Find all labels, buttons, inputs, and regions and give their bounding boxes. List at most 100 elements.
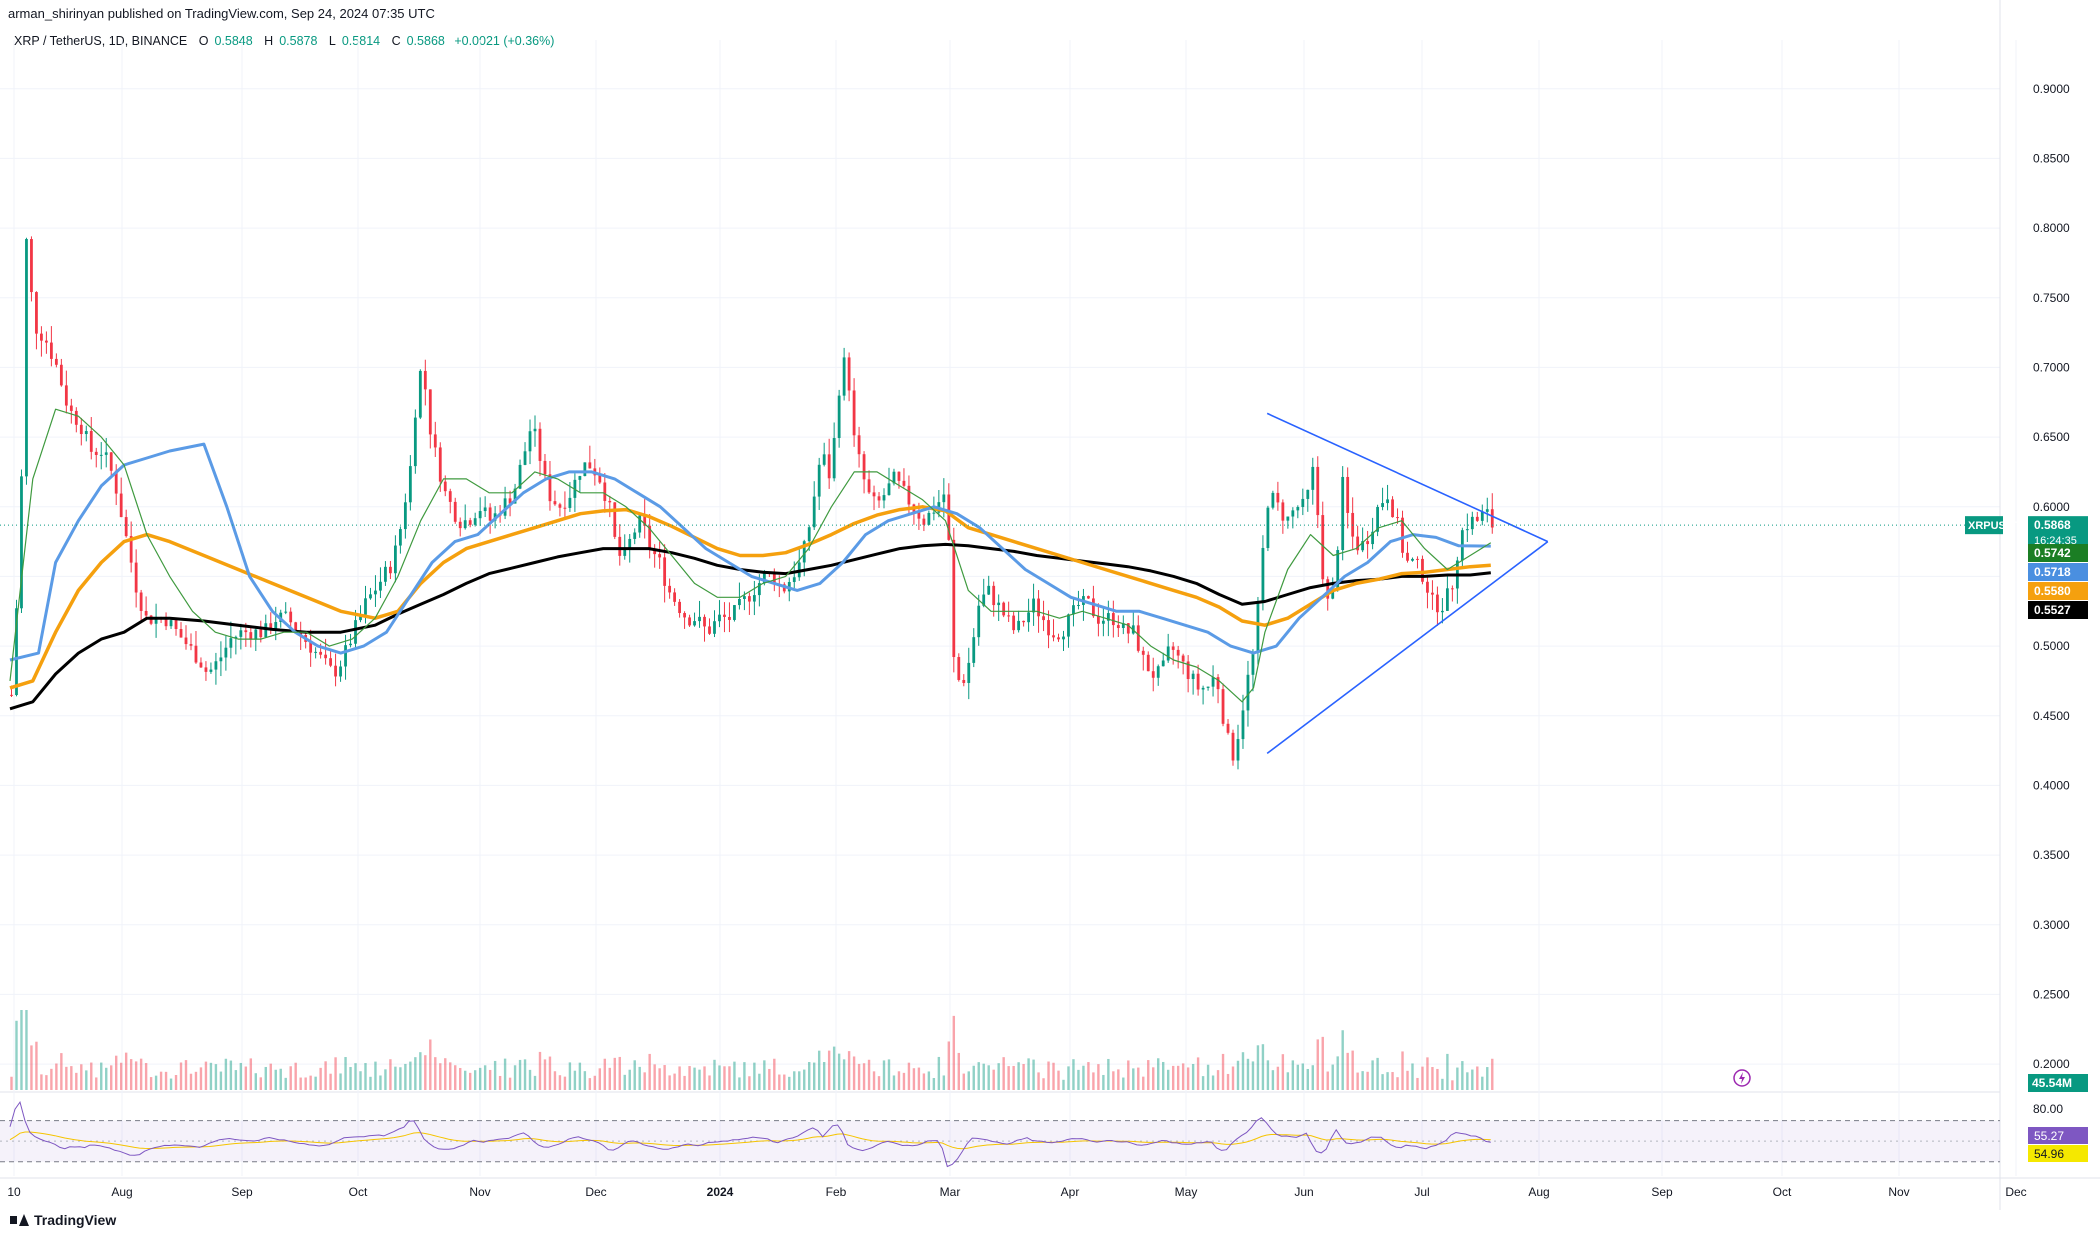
ma-label-bg <box>2028 582 2088 600</box>
volume-bar <box>439 1063 442 1090</box>
candle-body <box>1436 594 1439 613</box>
candle-body <box>1047 620 1050 636</box>
candle-body <box>359 614 362 621</box>
volume-bar <box>314 1076 317 1090</box>
candle-body <box>284 611 288 613</box>
candle-body <box>1171 646 1175 650</box>
candle-body <box>947 494 951 540</box>
volume-bar <box>1411 1063 1414 1090</box>
volume-bar <box>154 1075 158 1090</box>
volume-bar <box>688 1066 691 1090</box>
volume-bar <box>523 1059 527 1090</box>
candle-body <box>369 594 372 599</box>
candle-body <box>1206 686 1210 688</box>
candle-body <box>114 470 118 494</box>
volume-bar <box>1461 1061 1464 1090</box>
candle-body <box>508 498 512 504</box>
rsi-ma-value-label: 54.96 <box>2034 1147 2064 1161</box>
volume-bar <box>912 1068 916 1090</box>
volume-bar <box>244 1066 248 1090</box>
volume-bar <box>105 1067 108 1090</box>
volume-bar <box>359 1071 362 1090</box>
volume-bar <box>593 1075 597 1090</box>
candle-body <box>997 602 1001 606</box>
volume-bar <box>1326 1071 1329 1090</box>
candle-body <box>528 431 532 452</box>
candle-body <box>678 601 681 614</box>
tradingview-footer[interactable]: TradingView <box>10 1212 116 1228</box>
candle-body <box>588 462 592 469</box>
volume-bar <box>349 1066 352 1090</box>
volume-bar <box>1451 1080 1454 1090</box>
candle-body <box>329 658 332 666</box>
candle-body <box>752 595 756 602</box>
volume-bar <box>1436 1068 1439 1090</box>
x-tick-label: Feb <box>826 1185 847 1199</box>
volume-bar <box>498 1075 502 1090</box>
candle-body <box>229 638 233 648</box>
candle-body <box>1321 515 1325 580</box>
volume-bar <box>1226 1073 1230 1090</box>
candle-body <box>438 447 442 482</box>
candle-body <box>628 538 632 550</box>
candle-body <box>902 480 906 486</box>
volume-bar <box>538 1051 542 1090</box>
volume-bar <box>1012 1065 1015 1090</box>
volume-bar <box>289 1066 292 1090</box>
volume-bar <box>583 1071 587 1090</box>
volume-bar <box>618 1056 621 1090</box>
candle-body <box>523 451 527 465</box>
volume-bar <box>1022 1064 1025 1090</box>
volume-bar <box>60 1053 63 1090</box>
volume-bar <box>164 1071 168 1090</box>
candle-body <box>1386 499 1389 504</box>
volume-bar <box>693 1067 696 1090</box>
candle-body <box>418 370 422 418</box>
volume-bar <box>1196 1057 1200 1090</box>
candle-body <box>109 452 113 471</box>
volume-bar <box>1122 1077 1125 1090</box>
symbol-title[interactable]: XRP / TetherUS, 1D, BINANCE <box>14 34 188 48</box>
volume-bar <box>753 1062 756 1090</box>
volume-bar <box>1396 1077 1399 1090</box>
candle-body <box>757 583 761 596</box>
candle-body <box>703 616 706 627</box>
volume-bar <box>20 1010 23 1090</box>
volume-bar <box>169 1078 173 1090</box>
volume-bar <box>872 1071 876 1090</box>
x-tick-label: Oct <box>349 1185 368 1199</box>
candle-body <box>1221 689 1225 724</box>
candle-body <box>124 517 128 537</box>
volume-bar <box>1456 1067 1459 1090</box>
candle-body <box>1017 620 1021 631</box>
volume-bar <box>1376 1057 1379 1090</box>
candle-body <box>1141 650 1145 655</box>
volume-bar <box>748 1076 751 1090</box>
volume-bar <box>1007 1066 1010 1090</box>
candle-body <box>518 464 522 489</box>
candle-body <box>942 494 946 503</box>
candle-body <box>1336 550 1340 590</box>
volume-bar <box>1311 1065 1314 1090</box>
volume-bar <box>503 1058 507 1090</box>
candle-body <box>1465 529 1469 531</box>
volume-bar <box>648 1053 651 1090</box>
candle-body <box>673 592 677 602</box>
volume-bar <box>1191 1063 1195 1090</box>
triangle-upper-line <box>1266 412 1549 543</box>
candle-body <box>478 511 482 519</box>
volume-bar <box>1421 1066 1424 1090</box>
candle-body <box>907 485 911 505</box>
candle-body <box>1326 579 1330 599</box>
candle-body <box>224 647 228 658</box>
candle-body <box>483 507 487 512</box>
volume-bar <box>887 1059 891 1090</box>
volume-bar <box>214 1064 218 1090</box>
candle-body <box>747 596 751 602</box>
volume-bar <box>10 1076 13 1090</box>
rsi-level-label: 80.00 <box>2033 1102 2063 1116</box>
candle-body <box>663 557 667 586</box>
volume-bar <box>434 1057 437 1090</box>
candle-body <box>513 488 517 504</box>
